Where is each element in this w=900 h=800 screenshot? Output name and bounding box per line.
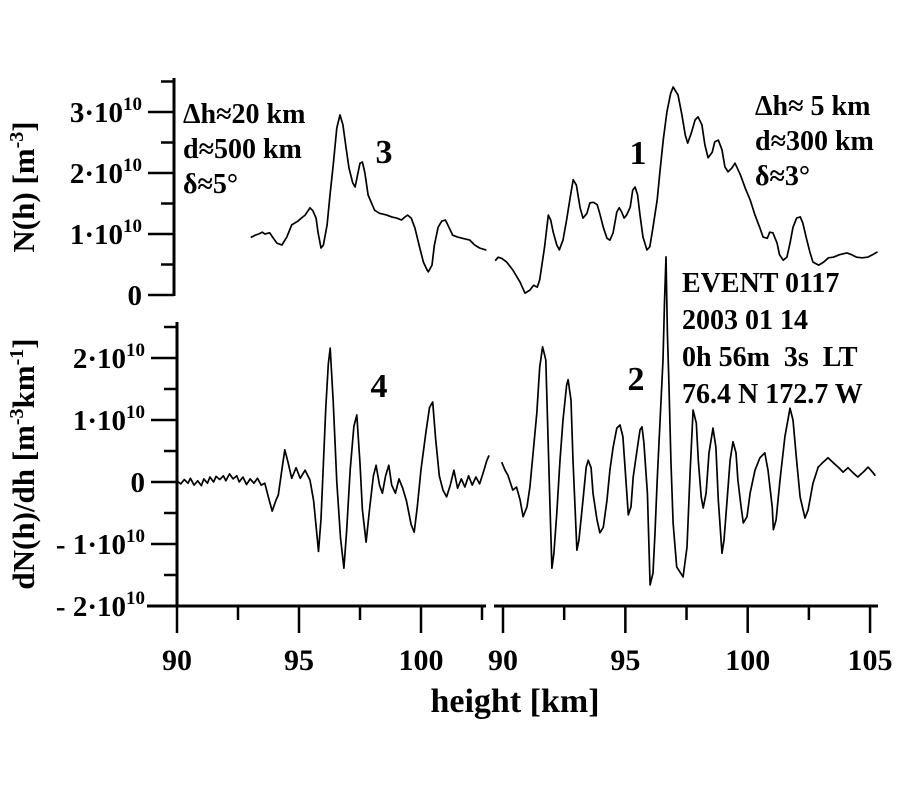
y-tick-label: 3·1010 — [70, 94, 142, 129]
annotation-left-d: d≈500 km — [183, 134, 302, 165]
x-tick-label: 95 — [610, 644, 640, 677]
y-axis-title: dN(h)/dh [m-3km-1] — [6, 338, 41, 589]
y-tick-label: 2·1010 — [70, 155, 142, 190]
y-axis-title: N(h) [m-3] — [6, 121, 41, 252]
curve-2 — [501, 256, 876, 586]
curve-3 — [250, 114, 487, 273]
y-tick-label: - 1·1010 — [56, 526, 145, 561]
curve-label-1: 1 — [630, 135, 647, 172]
y-tick-label: 0 — [128, 280, 143, 312]
curve-label-4: 4 — [371, 368, 388, 405]
y-tick-label: 1·1010 — [73, 402, 145, 437]
curve-label-2: 2 — [628, 361, 645, 398]
x-tick-label: 100 — [399, 644, 444, 677]
event-time: 0h 56m 3s LT — [682, 342, 858, 373]
x-axis-title: height [km] — [430, 683, 599, 720]
curve-1 — [494, 86, 878, 295]
annotation-right-dh: Δh≈ 5 km — [755, 91, 870, 122]
x-tick-label: 90 — [162, 644, 192, 677]
y-tick-label: 2·1010 — [73, 340, 145, 375]
event-date: 2003 01 14 — [682, 305, 808, 336]
y-tick-label: 1·1010 — [70, 216, 142, 251]
event-coordinates: 76.4 N 172.7 W — [682, 379, 863, 410]
x-tick-label: 100 — [725, 644, 770, 677]
annotation-left-delta: δ≈5° — [183, 169, 238, 200]
annotation-right-d: d≈300 km — [755, 126, 874, 157]
curve-label-3: 3 — [376, 134, 393, 171]
x-tick-label: 95 — [284, 644, 314, 677]
y-tick-label: - 2·1010 — [56, 588, 145, 623]
annotation-left-dh: Δh≈20 km — [183, 99, 305, 130]
annotation-right-delta: δ≈3° — [755, 161, 810, 192]
x-tick-label: 90 — [488, 644, 518, 677]
curve-4 — [176, 347, 490, 570]
event-id: EVENT 0117 — [682, 268, 839, 299]
y-tick-label: 0 — [131, 467, 146, 499]
x-tick-label: 105 — [848, 644, 893, 677]
